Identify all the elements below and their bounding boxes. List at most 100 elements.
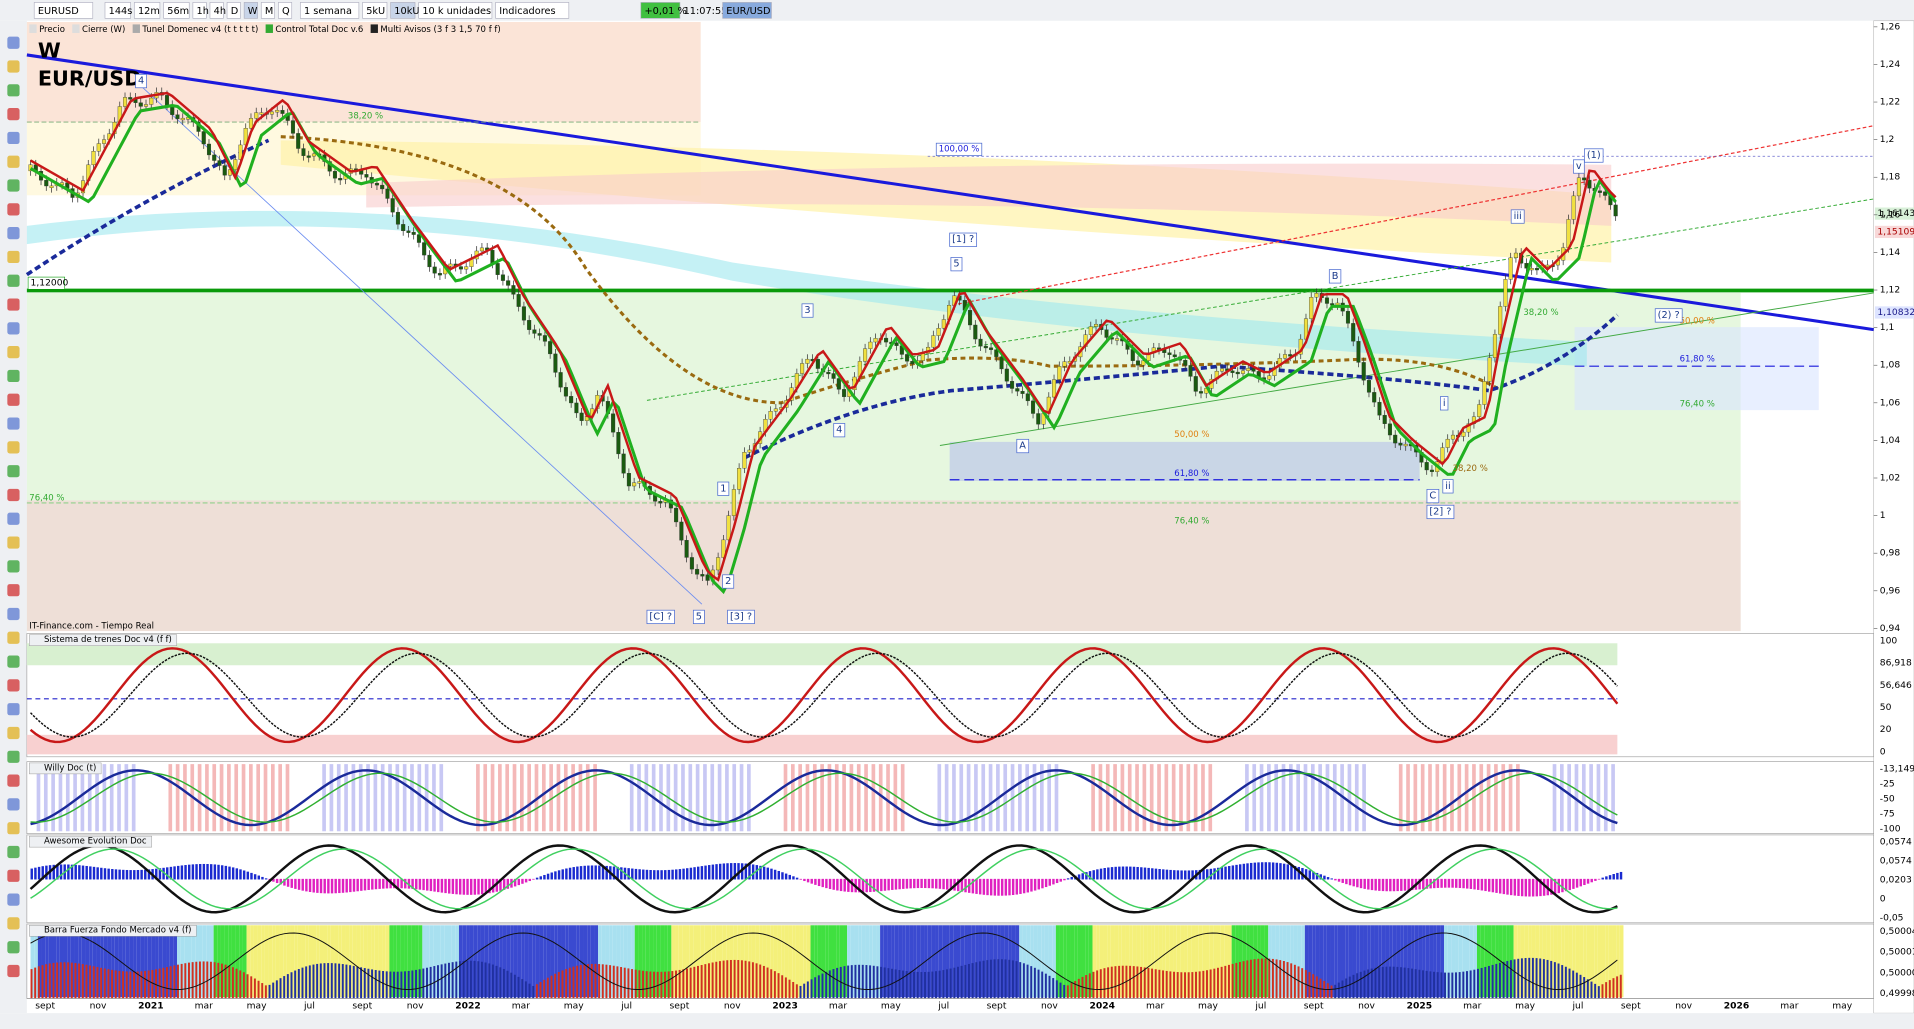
tool-icon[interactable] [7,679,20,692]
tool-icon[interactable] [7,798,20,811]
tool-icon[interactable] [7,536,20,549]
symbol-select[interactable]: EURUSD [38,6,79,17]
candle [448,263,453,267]
tool-icon[interactable] [7,417,20,430]
tool-icon[interactable] [7,203,20,216]
background-bar [1195,925,1199,998]
units-button[interactable]: 10kU [394,6,419,17]
histogram-bar [1517,878,1520,896]
units-button-bg[interactable] [390,2,416,19]
tool-icon[interactable] [7,465,20,478]
tool-icon[interactable] [7,869,20,882]
period-button-bg[interactable] [209,2,224,19]
tool-icon[interactable] [7,488,20,502]
tool-icon[interactable] [7,227,20,240]
change-badge-bg[interactable] [640,2,681,19]
pair-badge[interactable]: EUR/USD [726,6,770,17]
tool-icon[interactable] [7,845,20,859]
indicators-button[interactable]: Indicadores [499,6,555,17]
indicators-button-bg[interactable] [495,2,570,19]
change-badge[interactable]: +0,01 % [645,6,687,17]
background-bar [89,925,93,998]
tool-icon[interactable] [7,512,20,525]
panel-axis-label: 0,0574 [1880,857,1912,867]
tool-icon[interactable] [7,298,20,311]
tool-icon[interactable] [7,60,20,73]
tool-icon[interactable] [7,274,20,287]
tool-icon[interactable] [7,655,20,668]
period-button[interactable]: M [265,6,273,17]
background-bar [1096,925,1100,998]
tool-icon[interactable] [7,179,20,192]
period-button[interactable]: D [231,6,239,17]
pair-badge-bg[interactable] [722,2,772,19]
tool-icon[interactable] [7,369,20,383]
period-button[interactable]: 1h [197,6,209,17]
force-bar [235,968,238,999]
units-select[interactable]: 10 k unidades [422,6,491,17]
signal-bar [285,764,290,832]
period-select[interactable]: 1 semana [304,6,352,17]
signal-bar [1289,764,1293,832]
period-button-bg[interactable] [163,2,190,19]
units-select-bg[interactable] [418,2,493,19]
tool-icon[interactable] [7,631,20,644]
tool-icon[interactable] [7,703,20,716]
period-button[interactable]: Q [282,6,290,17]
force-bar [114,970,117,999]
period-button[interactable]: 56m [167,6,189,17]
period-button-bg[interactable] [192,2,207,19]
histogram-bar [517,878,521,886]
tool-icon[interactable] [7,964,20,978]
period-button[interactable]: 12m [138,6,160,17]
tool-icon[interactable] [7,155,20,168]
background-bar [275,925,280,998]
tool-icon[interactable] [7,250,20,264]
period-button-bg[interactable] [104,2,131,19]
tool-icon[interactable] [7,893,20,906]
background-bar [422,925,427,998]
tool-icon[interactable] [7,726,20,740]
tool-icon[interactable] [7,560,20,573]
tool-icon[interactable] [7,822,20,835]
force-bar [1513,959,1516,999]
tool-icon[interactable] [7,322,20,335]
period-button[interactable]: 4h [214,6,226,17]
signal-bar [183,764,187,832]
tool-icon[interactable] [7,750,20,763]
tool-icon[interactable] [7,917,20,930]
legend-entry[interactable]: Multi Avisos (3 f 3 1,5 70 f f) [380,25,500,35]
legend-entry[interactable]: Control Total Doc v.6 [275,25,363,35]
tool-icon[interactable] [7,346,20,359]
tool-icon[interactable] [7,84,20,97]
legend-entry[interactable]: Precio [39,25,65,35]
tool-icon[interactable] [7,607,20,621]
force-bar [140,971,143,999]
tool-icon[interactable] [7,774,20,787]
period-button-bg[interactable] [133,2,161,19]
tool-icon[interactable] [7,584,20,597]
units-button[interactable]: 5kU [366,6,385,17]
legend-entry[interactable]: Tunel Domenec v4 (t t t t t) [141,25,258,35]
period-button[interactable]: 144s [109,6,133,17]
background-bar [1019,925,1023,998]
period-button-bg[interactable] [226,2,241,19]
tool-icon[interactable] [7,441,20,454]
period-select-bg[interactable] [299,2,360,19]
tool-icon[interactable] [7,131,20,145]
period-button[interactable]: W [248,6,258,17]
legend-entry[interactable]: Cierre (W) [82,25,125,35]
force-bar [744,960,747,999]
background-bar [283,925,287,998]
tool-icon[interactable] [7,108,20,121]
period-button-bg[interactable] [243,2,258,19]
tool-icon[interactable] [7,36,20,49]
signal-bar [43,764,48,832]
tool-icon[interactable] [7,941,20,954]
units-button-bg[interactable] [362,2,388,19]
tool-icon[interactable] [7,393,20,406]
symbol-select-bg[interactable] [33,2,94,19]
period-button-bg[interactable] [260,2,275,19]
period-button-bg[interactable] [278,2,293,19]
histogram-bar [777,870,781,880]
